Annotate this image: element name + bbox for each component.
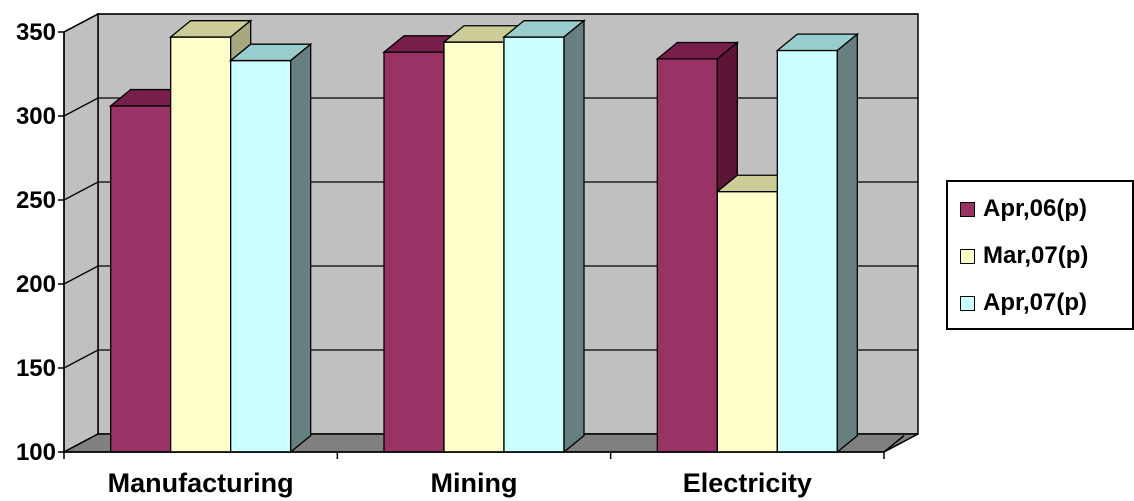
bars <box>108 19 860 454</box>
bar-front-2-0 <box>656 58 718 453</box>
y-tick-label-3: 250 <box>16 187 56 214</box>
legend-swatch-2 <box>960 295 975 311</box>
bar-front-1-1 <box>443 41 505 453</box>
bar-front-0-0 <box>110 105 172 453</box>
y-tick-label-0: 100 <box>16 439 56 466</box>
bar-front-0-2 <box>230 59 292 453</box>
legend-item-1: Mar,07(p) <box>960 238 1088 274</box>
gridline-2 <box>63 265 918 285</box>
y-tick-label-1: 150 <box>16 355 56 382</box>
x-tick-label-2: Electricity <box>683 468 812 498</box>
x-tick-label-0: Manufacturing <box>108 468 294 498</box>
bar-front-1-2 <box>503 36 565 453</box>
bar-front-2-1 <box>716 190 778 453</box>
bar-1-2 <box>502 19 586 454</box>
legend-label-0: Apr,06(p) <box>983 195 1088 222</box>
legend: Apr,06(p) Mar,07(p) Apr,07(p) <box>946 180 1134 330</box>
legend-swatch-0 <box>960 201 975 217</box>
gridlines <box>63 13 918 369</box>
y-tick-labels: 100 150 200 250 300 350 <box>16 19 56 466</box>
legend-item-2: Apr,07(p) <box>960 285 1087 321</box>
bar-front-1-0 <box>383 51 445 453</box>
side-wall <box>63 12 99 454</box>
gridline-4 <box>63 97 918 117</box>
gridline-3 <box>63 181 918 201</box>
bar-front-0-1 <box>170 36 232 453</box>
bar-front-2-2 <box>776 49 838 453</box>
bar-side-2-2 <box>836 32 858 454</box>
x-tick-labels: Manufacturing Mining Electricity <box>108 468 812 498</box>
y-tick-label-4: 300 <box>16 103 56 130</box>
bar-side-1-2 <box>563 19 585 454</box>
x-tick-label-1: Mining <box>431 468 518 498</box>
legend-label-1: Mar,07(p) <box>983 242 1089 269</box>
gridline-5 <box>63 13 918 33</box>
legend-item-0: Apr,06(p) <box>960 191 1087 227</box>
legend-label-2: Apr,07(p) <box>983 289 1088 316</box>
y-tick-label-5: 350 <box>16 19 56 46</box>
axes <box>58 31 905 459</box>
bar-2-2 <box>775 32 860 454</box>
x-axis-end <box>883 435 905 453</box>
legend-swatch-1 <box>960 248 975 264</box>
bar-0-2 <box>228 42 313 454</box>
gridline-1 <box>63 349 918 369</box>
y-tick-label-2: 200 <box>16 271 56 298</box>
bar-side-0-2 <box>290 42 312 454</box>
